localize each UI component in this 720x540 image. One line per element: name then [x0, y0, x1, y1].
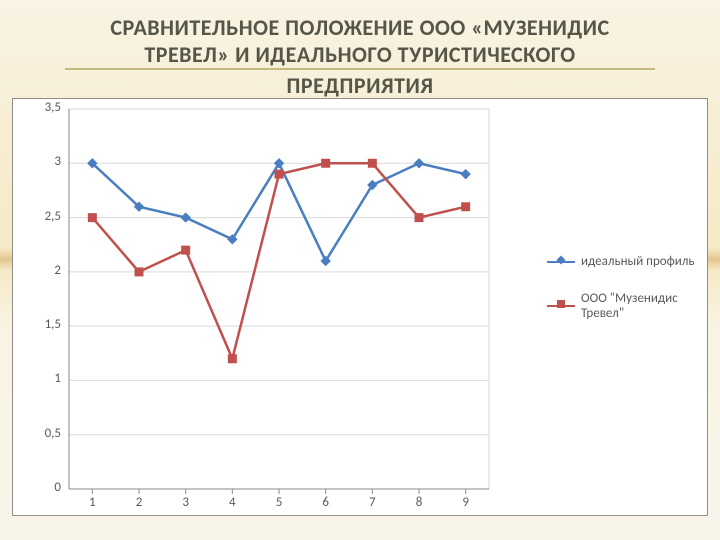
x-tick-label: 4: [229, 495, 236, 510]
title-line-3: ПРЕДПРИЯТИЯ: [0, 72, 720, 99]
x-tick-label: 7: [369, 495, 376, 510]
chart-svg: [69, 109, 489, 489]
chart-frame: 0 0,5 1 1,5 2 2,5 3 3,5 1 2 3 4 5 6 7 8 9 идеальный про…: [12, 98, 708, 516]
title-underline: [65, 68, 655, 70]
y-tick-label: 1,5: [13, 317, 61, 332]
title-line-1: СРАВНИТЕЛЬНОЕ ПОЛОЖЕНИЕ ООО «МУЗЕНИДИС: [0, 14, 720, 41]
x-tick-label: 8: [416, 495, 423, 510]
x-tick-label: 1: [89, 495, 96, 510]
y-tick-label: 3: [13, 154, 61, 169]
legend-label: ООО "Музенидис Тревел": [581, 291, 697, 321]
legend-marker: [555, 298, 567, 314]
slide-title: СРАВНИТЕЛЬНОЕ ПОЛОЖЕНИЕ ООО «МУЗЕНИДИС Т…: [0, 14, 720, 99]
y-tick-label: 0: [13, 480, 61, 495]
legend-item: идеальный профиль: [547, 254, 697, 269]
title-line-2: ТРЕВЕЛ» И ИДЕАЛЬНОГО ТУРИСТИЧЕСКОГО: [0, 41, 720, 68]
legend-label: идеальный профиль: [581, 254, 695, 269]
y-tick-label: 2,5: [13, 209, 61, 224]
x-tick-label: 9: [462, 495, 469, 510]
x-tick-label: 6: [322, 495, 329, 510]
x-tick-label: 2: [136, 495, 143, 510]
x-tick-label: 5: [276, 495, 283, 510]
y-tick-label: 2: [13, 263, 61, 278]
legend-item: ООО "Музенидис Тревел": [547, 291, 697, 321]
legend-marker: [555, 254, 567, 270]
y-tick-label: 1: [13, 371, 61, 386]
legend-line: [547, 261, 575, 263]
chart-legend: идеальный профиль ООО "Музенидис Тревел": [547, 254, 697, 343]
y-tick-label: 3,5: [13, 100, 61, 115]
x-tick-label: 3: [182, 495, 189, 510]
chart-plot: [69, 109, 489, 489]
y-tick-label: 0,5: [13, 426, 61, 441]
legend-line: [547, 305, 575, 307]
